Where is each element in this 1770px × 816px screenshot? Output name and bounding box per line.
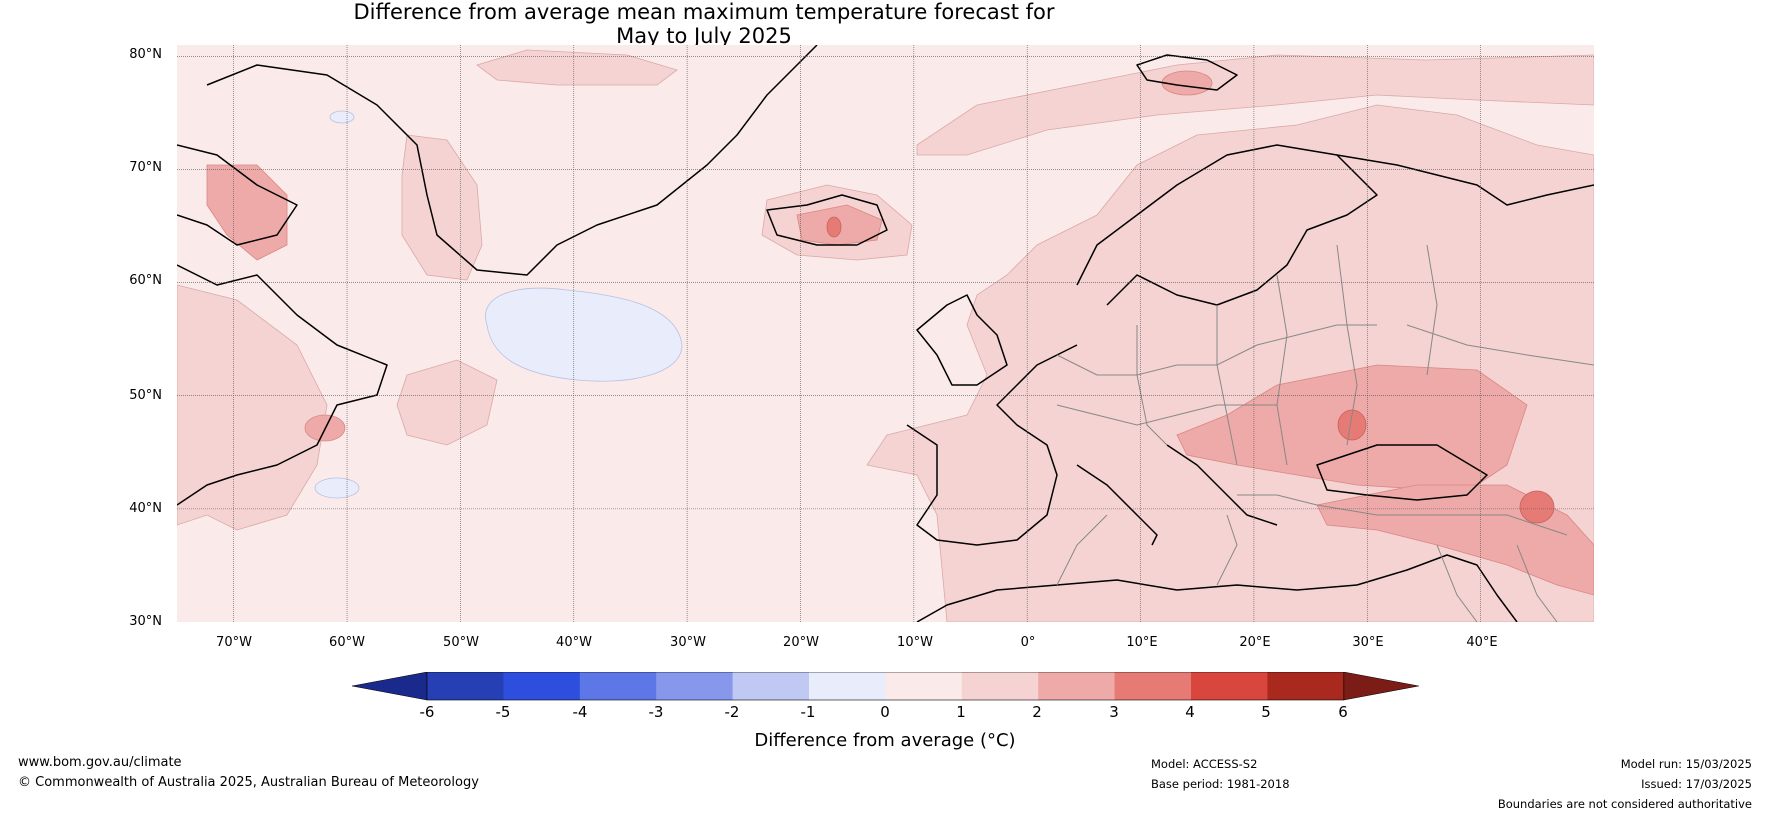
colorbar-swatch bbox=[1267, 672, 1345, 700]
lon-label-30w: 30°W bbox=[670, 635, 706, 650]
anomaly-region-labrador-2-3 bbox=[206, 164, 288, 261]
coastline-baffin-labrador bbox=[177, 144, 298, 246]
coastline-black-sea bbox=[1316, 444, 1488, 501]
footer-disclaimer: Boundaries are not considered authoritat… bbox=[1497, 797, 1752, 811]
anomaly-layer-minus1-to-0 bbox=[314, 110, 683, 499]
lon-label-60w: 60°W bbox=[329, 635, 365, 650]
anomaly-region-north-sea-patch bbox=[476, 49, 678, 86]
anomaly-hotspot-ukraine bbox=[1337, 409, 1367, 441]
colorbar bbox=[352, 672, 1419, 701]
graticule bbox=[177, 45, 1594, 622]
coastline-balkans bbox=[1166, 444, 1278, 526]
lon-label-20w: 20°W bbox=[783, 635, 819, 650]
colorbar-swatch bbox=[1038, 672, 1116, 700]
colorbar-swatch bbox=[656, 672, 734, 700]
anomaly-region-atlantic-patch bbox=[396, 359, 498, 446]
anomaly-region-baffin-cool bbox=[329, 110, 355, 124]
lat-label-40n: 40°N bbox=[129, 501, 162, 516]
footer-model-run: Model run: 15/03/2025 bbox=[1620, 757, 1752, 771]
coastline-iceland bbox=[766, 194, 888, 246]
colorbar-swatch bbox=[1191, 672, 1268, 700]
title-line-2: May to July 2025 bbox=[616, 24, 792, 48]
lat-label-60n: 60°N bbox=[129, 273, 162, 288]
coastlines bbox=[177, 45, 1594, 622]
lon-label-40w: 40°W bbox=[556, 635, 592, 650]
colorbar-tick-5: 5 bbox=[1261, 703, 1271, 721]
lon-label-20e: 20°E bbox=[1239, 635, 1271, 650]
coastline-north-africa bbox=[916, 579, 1358, 622]
footer-model: Model: ACCESS-S2 bbox=[1151, 757, 1258, 771]
anomaly-region-newfoundland-cool bbox=[314, 477, 360, 499]
colorbar-tick-minus5: -5 bbox=[495, 703, 511, 721]
anomaly-region-north-america bbox=[177, 284, 328, 531]
lat-label-70n: 70°N bbox=[129, 160, 162, 175]
lon-label-0: 0° bbox=[1020, 635, 1036, 650]
colorbar-tick-3: 3 bbox=[1109, 703, 1119, 721]
forecast-map bbox=[177, 45, 1594, 622]
lon-label-50w: 50°W bbox=[443, 635, 479, 650]
lon-label-30e: 30°E bbox=[1352, 635, 1384, 650]
footer-issued: Issued: 17/03/2025 bbox=[1641, 777, 1752, 791]
colorbar-swatch bbox=[961, 672, 1039, 700]
lon-label-40e: 40°E bbox=[1466, 635, 1498, 650]
lat-label-30n: 30°N bbox=[129, 614, 162, 629]
lat-label-80n: 80°N bbox=[129, 47, 162, 62]
lon-label-10w: 10°W bbox=[897, 635, 933, 650]
lon-label-10e: 10°E bbox=[1126, 635, 1158, 650]
coastline-iberia-france bbox=[906, 344, 1078, 546]
coastline-greenland bbox=[206, 45, 818, 276]
coastline-eastern-med bbox=[1356, 554, 1518, 622]
coastline-north-america-east bbox=[177, 264, 388, 506]
national-boundaries bbox=[1056, 244, 1594, 622]
chart-title: Difference from average mean maximum tem… bbox=[0, 0, 1408, 48]
coastline-kola-arctic bbox=[1336, 154, 1594, 206]
colorbar-tick-6: 6 bbox=[1338, 703, 1348, 721]
colorbar-tick-minus6: -6 bbox=[419, 703, 435, 721]
anomaly-layer-3-to-4 bbox=[826, 216, 1555, 524]
colorbar-tick-minus3: -3 bbox=[648, 703, 664, 721]
coastline-british-isles bbox=[916, 294, 1008, 386]
coastline-italy bbox=[1076, 464, 1158, 546]
colorbar-tick-minus1: -1 bbox=[800, 703, 816, 721]
colorbar-tick-1: 1 bbox=[956, 703, 966, 721]
colorbar-tick-2: 2 bbox=[1032, 703, 1042, 721]
anomaly-region-arctic-band bbox=[916, 54, 1594, 156]
colorbar-swatch bbox=[503, 672, 581, 700]
colorbar-tick-0: 0 bbox=[880, 703, 890, 721]
anomaly-region-mid-atlantic-cool bbox=[485, 287, 683, 382]
anomaly-hotspot-caucasus bbox=[1519, 490, 1555, 524]
footer-base-period: Base period: 1981-2018 bbox=[1151, 777, 1290, 791]
colorbar-tick-minus2: -2 bbox=[724, 703, 740, 721]
colorbar-extend-high bbox=[1343, 672, 1419, 701]
colorbar-swatch bbox=[732, 672, 810, 700]
footer-copyright: © Commonwealth of Australia 2025, Austra… bbox=[18, 775, 479, 790]
lat-label-50n: 50°N bbox=[129, 388, 162, 403]
colorbar-swatch bbox=[885, 672, 963, 700]
colorbar-extend-low bbox=[352, 672, 428, 701]
title-line-1: Difference from average mean maximum tem… bbox=[353, 0, 1055, 24]
coastline-svalbard bbox=[1136, 54, 1238, 91]
anomaly-hotspot-iceland bbox=[826, 216, 842, 238]
lon-label-70w: 70°W bbox=[216, 635, 252, 650]
colorbar-frame bbox=[426, 672, 1345, 701]
colorbar-tick-minus4: -4 bbox=[572, 703, 588, 721]
colorbar-swatch bbox=[579, 672, 657, 700]
colorbar-swatch bbox=[1114, 672, 1192, 700]
footer-website: www.bom.gov.au/climate bbox=[18, 755, 182, 770]
coastline-scandinavia bbox=[1076, 144, 1378, 306]
colorbar-swatch bbox=[809, 672, 886, 700]
colorbar-swatch bbox=[427, 672, 504, 700]
colorbar-label: Difference from average (°C) bbox=[754, 730, 1016, 751]
colorbar-tick-4: 4 bbox=[1185, 703, 1195, 721]
